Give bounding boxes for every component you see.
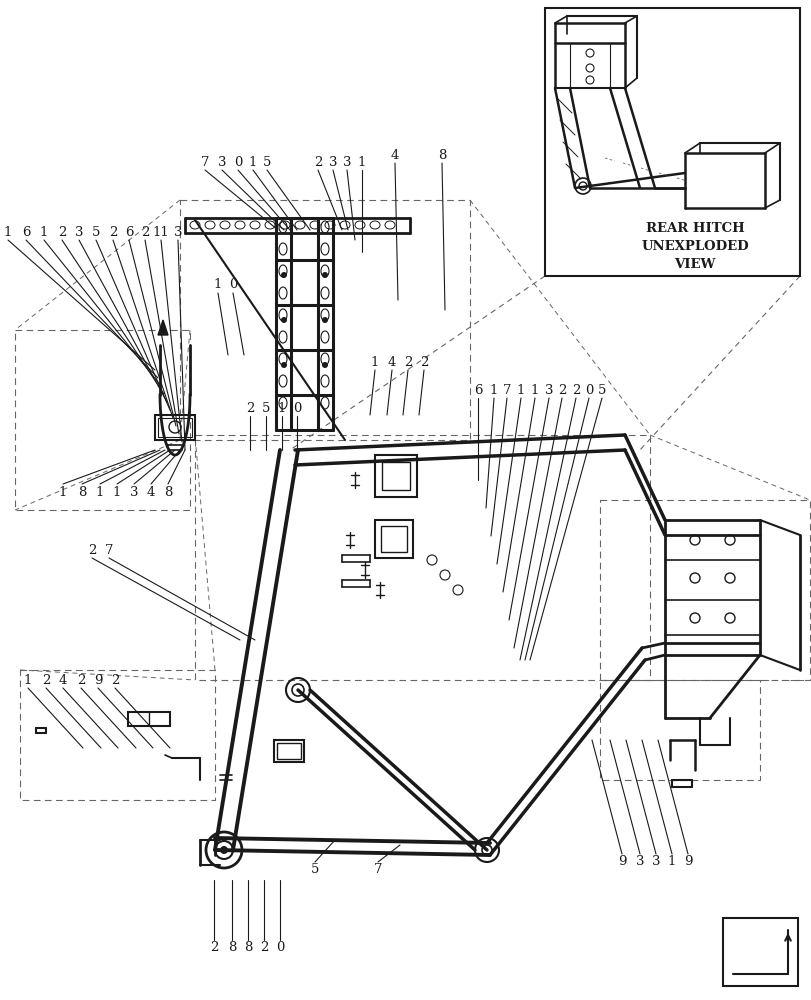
Text: 4: 4 <box>147 486 155 498</box>
Text: 5: 5 <box>92 226 100 238</box>
Text: 0: 0 <box>229 278 237 292</box>
Text: 2: 2 <box>260 941 268 954</box>
Text: 3: 3 <box>651 855 659 868</box>
Text: 0: 0 <box>234 156 242 169</box>
Bar <box>158 418 191 437</box>
Text: 4: 4 <box>58 674 67 686</box>
Text: 1: 1 <box>489 383 498 396</box>
Text: 0: 0 <box>293 401 301 414</box>
Text: 1: 1 <box>530 383 539 396</box>
Circle shape <box>322 272 328 278</box>
Text: 11: 11 <box>152 226 169 238</box>
Text: 3: 3 <box>217 156 226 169</box>
Text: 0: 0 <box>276 941 284 954</box>
Text: 2: 2 <box>110 674 119 686</box>
Polygon shape <box>158 320 168 335</box>
Text: 1: 1 <box>248 156 257 169</box>
Text: 2: 2 <box>246 401 254 414</box>
Bar <box>544 8 799 276</box>
Text: 2: 2 <box>403 356 412 368</box>
Text: 2: 2 <box>571 383 580 396</box>
Text: 2: 2 <box>77 674 85 686</box>
Text: 1: 1 <box>277 401 285 414</box>
Bar <box>273 740 303 762</box>
Text: REAR HITCH
UNEXPLODED
VIEW: REAR HITCH UNEXPLODED VIEW <box>641 222 748 271</box>
Text: 3: 3 <box>342 156 351 169</box>
Text: 1: 1 <box>371 356 379 368</box>
Text: 5: 5 <box>311 863 319 876</box>
Bar <box>380 526 406 552</box>
Text: 9: 9 <box>683 855 692 868</box>
Text: 3: 3 <box>130 486 138 498</box>
Text: 9: 9 <box>93 674 102 686</box>
Text: 3: 3 <box>75 226 84 238</box>
Text: 8: 8 <box>78 486 86 498</box>
Text: 4: 4 <box>390 149 399 162</box>
Text: 2: 2 <box>557 383 565 396</box>
Text: 0: 0 <box>584 383 593 396</box>
Bar <box>375 520 413 558</box>
Bar <box>128 712 169 726</box>
Text: 2: 2 <box>140 226 149 238</box>
Text: 7: 7 <box>373 863 382 876</box>
Circle shape <box>281 272 286 278</box>
Text: 2: 2 <box>419 356 427 368</box>
Text: 1: 1 <box>40 226 48 238</box>
Bar <box>381 462 410 490</box>
Text: 8: 8 <box>437 149 445 162</box>
Text: 4: 4 <box>388 356 396 368</box>
Text: 1: 1 <box>516 383 525 396</box>
Text: 5: 5 <box>263 156 271 169</box>
Text: 1: 1 <box>58 486 67 498</box>
Text: 2: 2 <box>209 941 218 954</box>
Circle shape <box>220 846 228 854</box>
Text: 2: 2 <box>313 156 322 169</box>
Circle shape <box>322 317 328 323</box>
Text: 9: 9 <box>617 855 625 868</box>
Text: 7: 7 <box>105 544 113 556</box>
Text: 2: 2 <box>41 674 50 686</box>
Text: 1: 1 <box>4 226 12 238</box>
Circle shape <box>281 362 286 368</box>
Bar <box>722 918 797 986</box>
Text: 6: 6 <box>22 226 30 238</box>
Text: 3: 3 <box>635 855 643 868</box>
Circle shape <box>322 362 328 368</box>
Text: 3: 3 <box>328 156 337 169</box>
Text: 1: 1 <box>213 278 222 292</box>
Text: 6: 6 <box>473 383 482 396</box>
Text: 1: 1 <box>24 674 32 686</box>
Bar <box>277 743 301 759</box>
Text: 2: 2 <box>88 544 96 556</box>
Text: 7: 7 <box>200 156 209 169</box>
Bar <box>375 455 417 497</box>
Text: 3: 3 <box>544 383 552 396</box>
Text: 5: 5 <box>597 383 606 396</box>
Text: 1: 1 <box>113 486 121 498</box>
Bar <box>155 415 195 440</box>
Text: 8: 8 <box>243 941 252 954</box>
Text: 3: 3 <box>174 226 182 238</box>
Text: 8: 8 <box>228 941 236 954</box>
Text: 2: 2 <box>109 226 117 238</box>
Text: 5: 5 <box>261 401 270 414</box>
Text: 2: 2 <box>58 226 67 238</box>
Text: 8: 8 <box>164 486 172 498</box>
Text: 1: 1 <box>96 486 104 498</box>
Text: 1: 1 <box>667 855 676 868</box>
Text: 7: 7 <box>502 383 511 396</box>
Circle shape <box>281 317 286 323</box>
Text: 6: 6 <box>125 226 133 238</box>
Text: 1: 1 <box>358 156 366 169</box>
